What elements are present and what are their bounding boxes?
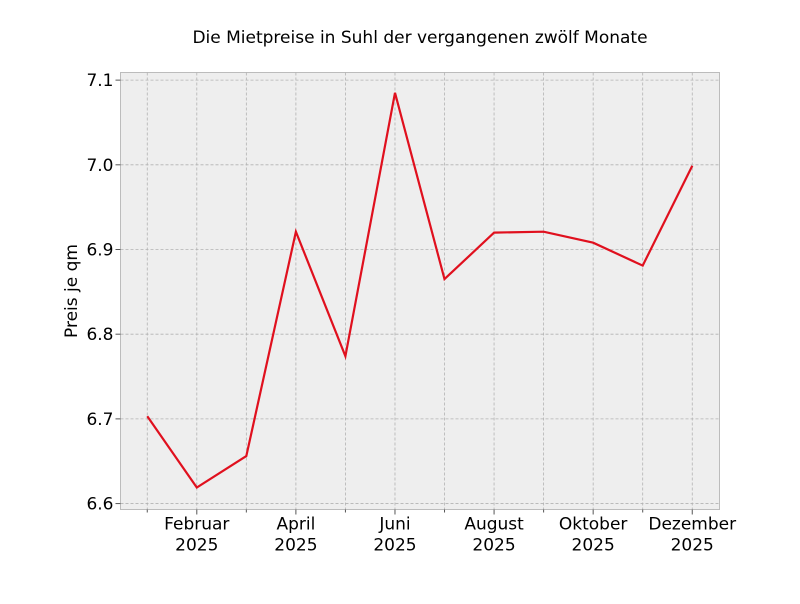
- x-tick-label: Februar: [164, 515, 229, 535]
- y-tick-label: 6.8: [86, 325, 113, 345]
- y-tick-label: 6.9: [86, 241, 113, 261]
- x-tick-year: 2025: [472, 536, 515, 556]
- x-tick-year: 2025: [175, 536, 218, 556]
- chart-title: Die Mietpreise in Suhl der vergangenen z…: [192, 28, 647, 48]
- x-tick-year: 2025: [572, 536, 615, 556]
- x-tick-label: April: [276, 515, 315, 535]
- x-tick-year: 2025: [274, 536, 317, 556]
- y-tick-label: 7.1: [86, 71, 113, 91]
- x-tick-label: Dezember: [648, 515, 736, 535]
- x-tick-label: Juni: [378, 515, 410, 535]
- y-axis-label: Preis je qm: [62, 244, 82, 338]
- x-tick-label: Oktober: [559, 515, 628, 535]
- y-tick-label: 7.0: [86, 156, 113, 176]
- plot-area: [121, 73, 720, 510]
- y-tick-label: 6.7: [86, 410, 113, 430]
- x-tick-label: August: [464, 515, 524, 535]
- y-tick-label: 6.6: [86, 495, 113, 515]
- x-tick-year: 2025: [671, 536, 714, 556]
- x-tick-year: 2025: [373, 536, 416, 556]
